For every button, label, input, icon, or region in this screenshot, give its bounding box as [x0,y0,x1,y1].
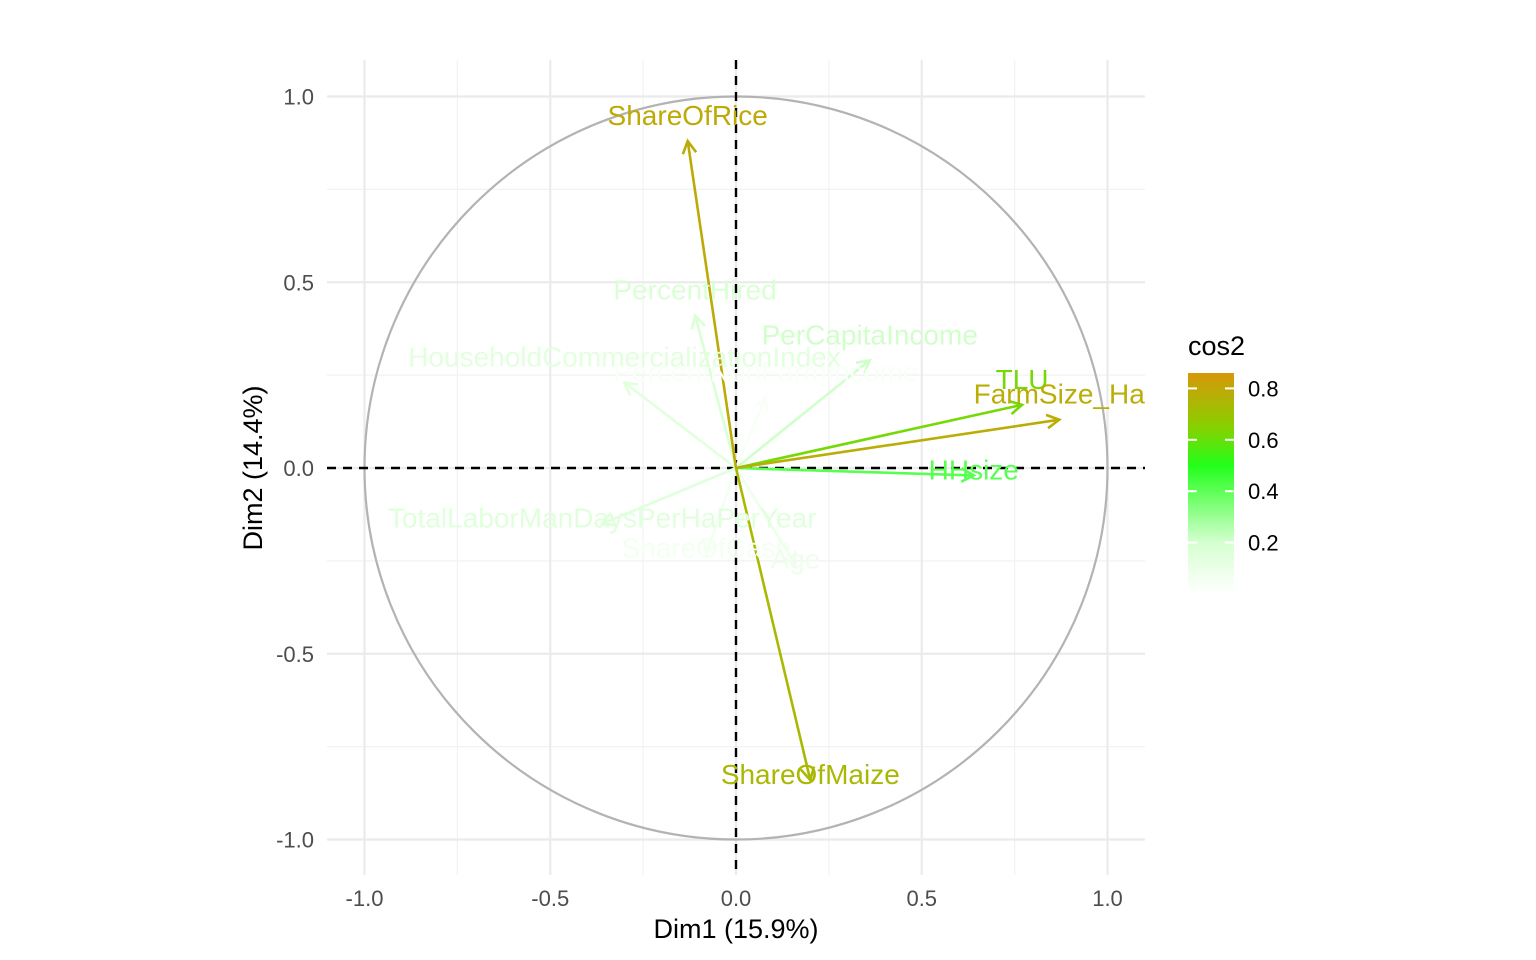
cos2-legend: cos2 0.2 0.4 0.6 0.8 [1188,331,1279,594]
x-tick-label: -1.0 [346,886,384,911]
legend-tick-label: 0.4 [1248,479,1279,504]
variable-label: Age [771,544,821,575]
y-tick-label: 0.5 [283,270,314,295]
legend-tick-label: 0.2 [1248,531,1279,556]
arrow-head [855,358,872,374]
variable-arrow [735,466,977,483]
arrow-shaft [686,140,738,469]
arrow-shaft [734,396,767,469]
variable-arrow [735,358,872,470]
variable-arrow [681,138,738,469]
variable-label: ShareOfMaize [721,759,900,790]
variable-arrows [599,138,1062,783]
x-tick-label: 1.0 [1092,886,1123,911]
arrow-head [799,766,816,783]
x-axis-ticks: -1.0 -0.5 0.0 0.5 1.0 [346,886,1123,911]
x-tick-label: 0.0 [721,886,752,911]
arrow-shaft [705,467,738,554]
variable-arrow [735,399,1025,470]
arrow-shaft [693,315,738,469]
y-tick-label: -1.0 [276,828,314,853]
arrow-shaft [734,467,812,781]
variable-label: HHsize [929,454,1019,485]
variable-label: ShareOfCash [621,532,791,563]
arrow-head [1045,413,1062,430]
y-tick-label: 0.0 [283,456,314,481]
variable-label: PercentNonFarmIncome [613,356,918,387]
y-tick-label: 1.0 [283,85,314,110]
y-axis-ticks: -1.0 -0.5 0.0 0.5 1.0 [276,85,314,853]
variable-label: TLU [996,364,1049,395]
arrow-shaft [735,418,1060,470]
x-tick-label: 0.5 [906,886,937,911]
variable-arrow [690,313,738,469]
y-axis-title: Dim2 (14.4%) [238,385,268,550]
legend-tick-label: 0.6 [1248,428,1279,453]
variable-arrow [734,467,797,567]
arrow-head [599,511,617,527]
legend-tick-label: 0.8 [1248,376,1279,401]
arrow-head [782,550,797,567]
variable-label: TotalLaborManDaysPerHaPerYear [388,503,817,534]
legend-title: cos2 [1188,331,1245,361]
x-axis-title: Dim1 (15.9%) [653,914,818,944]
variable-label: FarmSize_Ha [974,379,1146,410]
x-tick-label: -0.5 [531,886,569,911]
arrow-shaft [735,466,974,477]
variable-arrow [599,466,737,527]
variable-arrow [735,413,1062,470]
arrow-head [1008,399,1025,416]
variable-arrow [734,467,816,783]
arrow-shaft [735,403,1023,470]
variable-arrow [622,380,737,470]
variable-label: PerCapitaIncome [762,319,978,350]
arrow-head [622,380,639,396]
variable-arrow [702,467,738,557]
arrow-head [690,313,706,330]
variable-label: PercentHired [613,275,776,306]
y-tick-label: -0.5 [276,642,314,667]
legend-ticks: 0.2 0.4 0.6 0.8 [1188,376,1279,556]
variable-arrow [734,394,769,469]
arrow-head [960,467,977,483]
arrow-shaft [735,359,871,470]
arrow-shaft [623,381,737,470]
variable-label: ShareOfRice [608,100,768,131]
arrow-head [753,394,769,412]
variable-label: HouseholdCommercializationIndex [408,342,841,373]
legend-colorbar [1188,373,1234,594]
arrow-shaft [734,467,797,566]
arrow-head [681,138,698,155]
arrow-head [702,539,718,557]
arrow-shaft [601,466,737,525]
